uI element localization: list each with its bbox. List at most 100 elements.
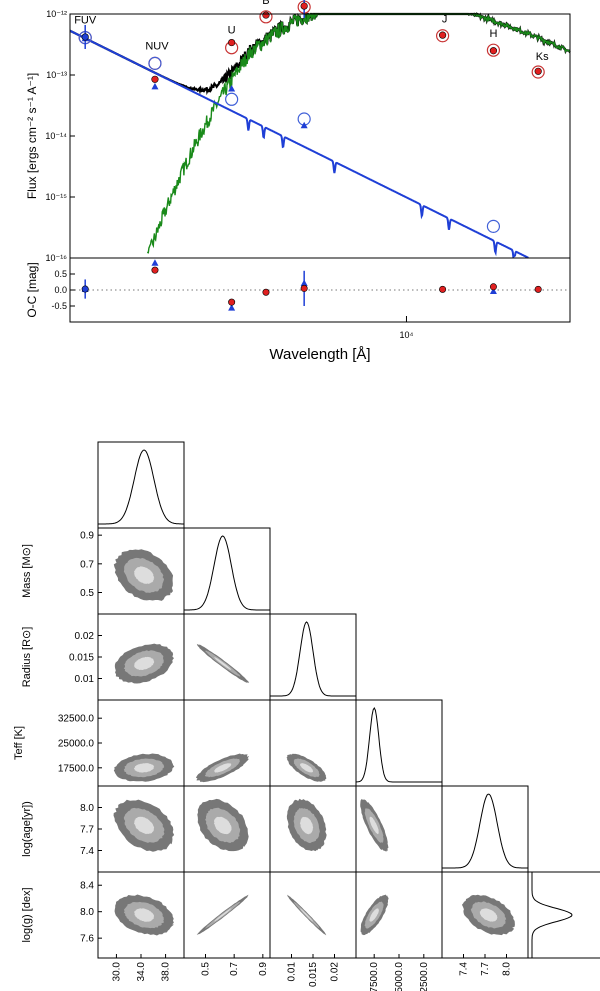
- contour-level-3: [214, 763, 232, 773]
- corner-x-tick-label: 7.7: [480, 962, 491, 976]
- band-label-ks: Ks: [536, 51, 549, 63]
- corner-cell-6-3: [269, 871, 357, 959]
- observed-point-j: [438, 31, 447, 39]
- contour-level-3: [133, 816, 155, 835]
- corner-cell-5-1: [97, 785, 185, 873]
- corner-x-tick-label: 17500.0: [369, 962, 380, 991]
- contour-level-3: [133, 656, 155, 670]
- corner-y-tick-label: 8.4: [80, 881, 94, 892]
- observed-point-fuv: [81, 33, 89, 41]
- corner-y-tick-label: 0.02: [75, 631, 95, 642]
- corner-y-tick-label: 8.0: [80, 907, 94, 918]
- residual-point-fuv: [81, 285, 89, 293]
- corner-x-tick-label: 25000.0: [394, 962, 405, 991]
- wd-triangle-u: [228, 85, 236, 92]
- band-label-h: H: [489, 28, 497, 40]
- residual-x-ticks: 10⁴: [400, 316, 414, 340]
- corner-y-tick-label: 7.6: [80, 934, 94, 945]
- observed-point-v: [300, 2, 308, 10]
- wd-triangle-v: [300, 121, 308, 129]
- contour-level-3: [299, 816, 314, 835]
- corner-y-axis-label: log(age[yr]): [21, 801, 33, 857]
- corner-x-tick-label: 30.0: [111, 962, 122, 982]
- sed-y-tick-label: 10⁻¹²: [46, 9, 67, 19]
- corner-y-tick-label: 0.5: [80, 588, 94, 599]
- corner-y-tick-label: 0.9: [80, 531, 94, 542]
- model-circle-b: [259, 10, 273, 24]
- observed-point-b: [262, 11, 270, 19]
- residual-point-ks: [534, 285, 542, 293]
- residual-panel: 0.5 0.0 -0.5 10⁴ O-C [mag] Wavelength [Å]: [25, 257, 571, 363]
- residual-y-axis-label: O-C [mag]: [25, 262, 39, 317]
- histogram-log(age[yr]): [442, 793, 528, 869]
- corner-x-tick-label: 0.7: [229, 962, 240, 976]
- corner-x-tick-label: 0.02: [330, 962, 341, 982]
- residual-triangle-h: [489, 287, 497, 294]
- corner-cell-6-6: [527, 871, 600, 959]
- residual-point-b: [262, 288, 270, 296]
- residual-y-tick-label: -0.5: [51, 301, 67, 311]
- contour-level-3: [369, 908, 379, 922]
- wd-triangle-nuv: [151, 82, 159, 90]
- sed-photometry-points: [78, 0, 545, 233]
- wavelength-tick-label: 10⁴: [400, 330, 414, 340]
- sed-y-ticks: 10⁻¹² 10⁻¹³ 10⁻¹⁴ 10⁻¹⁵ 10⁻¹⁶: [45, 9, 75, 263]
- corner-x-tick-label: 0.5: [201, 962, 212, 976]
- corner-y-axis-label: log(g) [dex]: [21, 887, 33, 942]
- residual-y-tick-label: 0.5: [54, 269, 67, 279]
- band-label-nuv: NUV: [145, 40, 169, 52]
- band-label-fuv: FUV: [74, 15, 97, 27]
- histogram-distance: [98, 449, 184, 525]
- corner-x-tick-label: 0.01: [287, 962, 298, 982]
- corner-x-tick-label: 7.4: [459, 962, 470, 976]
- corner-cell-2-1: [97, 527, 185, 615]
- residual-point-h: [489, 283, 497, 291]
- residual-point-j: [439, 285, 447, 293]
- band-label-u: U: [228, 25, 236, 37]
- corner-cell-3-1: [97, 613, 185, 701]
- observed-point-u: [228, 38, 236, 47]
- corner-y-tick-label: 0.015: [69, 653, 94, 664]
- band-label-b: B: [262, 0, 269, 7]
- model-circle-h: [486, 43, 501, 57]
- histogram-log(g): [531, 872, 573, 958]
- corner-y-tick-label: 0.01: [75, 674, 95, 685]
- residual-point-u: [228, 298, 236, 306]
- corner-cell-4-1: [97, 699, 185, 787]
- observed-point-ks: [534, 67, 542, 75]
- sed-y-axis-label: Flux [ergs cm⁻² s⁻¹ A⁻¹]: [25, 73, 39, 199]
- corner-y-tick-label: 17500.0: [58, 763, 95, 774]
- wavelength-axis-label: Wavelength [Å]: [269, 346, 370, 363]
- corner-x-tick-label: 38.0: [161, 962, 172, 982]
- residual-triangle-v: [300, 279, 308, 286]
- observed-point-h: [489, 47, 498, 55]
- sed-y-tick-label: 10⁻¹³: [46, 70, 67, 80]
- corner-y-axis-label: Radius [R⊙]: [21, 627, 33, 688]
- histogram-teff: [355, 706, 442, 783]
- corner-y-tick-label: 25000.0: [58, 739, 95, 750]
- residual-points: [81, 259, 542, 311]
- observed-point-nuv: [151, 75, 159, 83]
- corner-x-tick-label: 32500.0: [419, 962, 430, 991]
- contour-level-3: [134, 566, 155, 585]
- wd-model-circle-u: [225, 92, 239, 106]
- corner-y-tick-label: 7.4: [80, 846, 94, 857]
- contour-level-3: [133, 763, 155, 773]
- residual-y-tick-label: 0.0: [54, 285, 67, 295]
- sed-y-tick-label: 10⁻¹⁶: [46, 253, 68, 263]
- sed-band-labels: FUVNUVUBVJHKs: [74, 0, 549, 63]
- corner-cell-5-3: [269, 785, 357, 873]
- corner-y-tick-label: 8.0: [80, 803, 94, 814]
- model-circle-j: [435, 29, 450, 43]
- contour-level-3: [134, 908, 155, 922]
- corner-y-tick-label: 7.7: [80, 825, 94, 836]
- corner-x-tick-label: 34.0: [136, 962, 147, 982]
- contour-level-3: [213, 816, 232, 835]
- residual-y-ticks: 0.5 0.0 -0.5: [51, 269, 75, 311]
- sed-y-tick-label: 10⁻¹⁴: [45, 131, 67, 141]
- histogram-radius: [270, 621, 356, 697]
- corner-y-axis-label: Mass [M⊙]: [21, 544, 33, 598]
- corner-x-tick-label: 8.0: [502, 962, 513, 976]
